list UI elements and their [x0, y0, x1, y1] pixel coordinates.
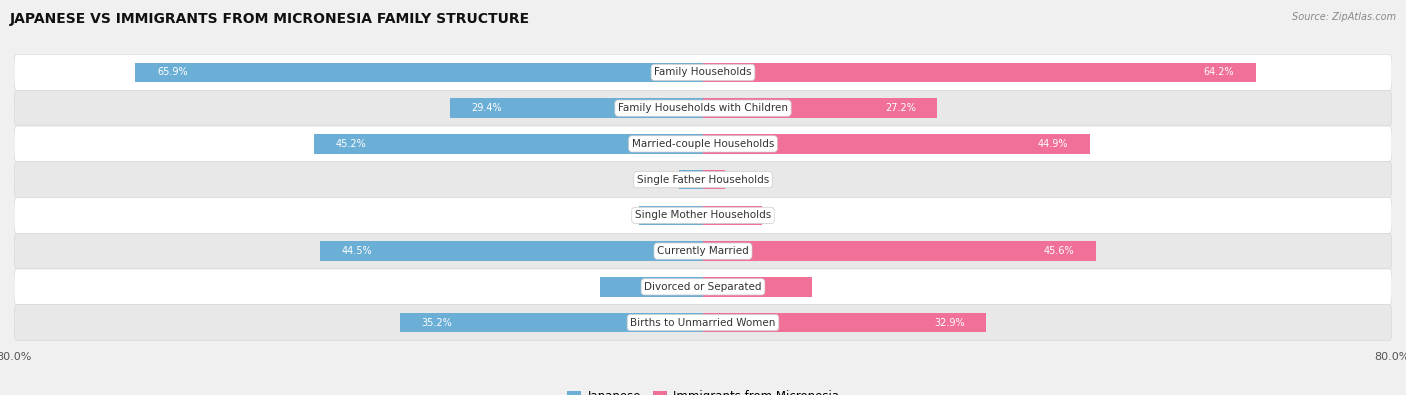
- Bar: [679, 170, 703, 190]
- Bar: [703, 313, 987, 333]
- Text: 29.4%: 29.4%: [471, 103, 502, 113]
- Bar: [703, 170, 725, 190]
- Bar: [703, 277, 813, 297]
- Text: 12.7%: 12.7%: [727, 282, 758, 292]
- Bar: [599, 277, 703, 297]
- Text: Single Mother Households: Single Mother Households: [636, 211, 770, 220]
- Text: 12.0%: 12.0%: [651, 282, 682, 292]
- Bar: [703, 62, 1256, 82]
- FancyBboxPatch shape: [14, 269, 1392, 305]
- Text: 32.9%: 32.9%: [934, 318, 965, 327]
- Text: Married-couple Households: Married-couple Households: [631, 139, 775, 149]
- Legend: Japanese, Immigrants from Micronesia: Japanese, Immigrants from Micronesia: [562, 385, 844, 395]
- Text: 64.2%: 64.2%: [1204, 68, 1234, 77]
- Text: 2.8%: 2.8%: [690, 175, 716, 184]
- FancyBboxPatch shape: [14, 126, 1392, 162]
- FancyBboxPatch shape: [14, 198, 1392, 233]
- Text: Currently Married: Currently Married: [657, 246, 749, 256]
- Bar: [703, 134, 1090, 154]
- Bar: [319, 241, 703, 261]
- FancyBboxPatch shape: [14, 233, 1392, 269]
- Text: 44.9%: 44.9%: [1038, 139, 1069, 149]
- Text: 45.6%: 45.6%: [1043, 246, 1074, 256]
- Text: 35.2%: 35.2%: [422, 318, 453, 327]
- FancyBboxPatch shape: [14, 55, 1392, 90]
- Bar: [314, 134, 703, 154]
- FancyBboxPatch shape: [14, 162, 1392, 198]
- Text: 45.2%: 45.2%: [335, 139, 366, 149]
- Text: Divorced or Separated: Divorced or Separated: [644, 282, 762, 292]
- Text: 7.4%: 7.4%: [671, 211, 696, 220]
- Text: Source: ZipAtlas.com: Source: ZipAtlas.com: [1292, 12, 1396, 22]
- Text: 2.6%: 2.6%: [690, 175, 714, 184]
- Text: 27.2%: 27.2%: [884, 103, 915, 113]
- Bar: [450, 98, 703, 118]
- Text: JAPANESE VS IMMIGRANTS FROM MICRONESIA FAMILY STRUCTURE: JAPANESE VS IMMIGRANTS FROM MICRONESIA F…: [10, 12, 530, 26]
- Text: Family Households with Children: Family Households with Children: [619, 103, 787, 113]
- Bar: [703, 205, 762, 225]
- FancyBboxPatch shape: [14, 90, 1392, 126]
- Text: 44.5%: 44.5%: [342, 246, 373, 256]
- Bar: [703, 98, 938, 118]
- Text: Single Father Households: Single Father Households: [637, 175, 769, 184]
- Text: 65.9%: 65.9%: [157, 68, 187, 77]
- Text: Births to Unmarried Women: Births to Unmarried Women: [630, 318, 776, 327]
- Text: 6.9%: 6.9%: [709, 211, 733, 220]
- FancyBboxPatch shape: [14, 305, 1392, 340]
- Bar: [399, 313, 703, 333]
- Text: Family Households: Family Households: [654, 68, 752, 77]
- Bar: [640, 205, 703, 225]
- Bar: [703, 241, 1095, 261]
- Bar: [135, 62, 703, 82]
